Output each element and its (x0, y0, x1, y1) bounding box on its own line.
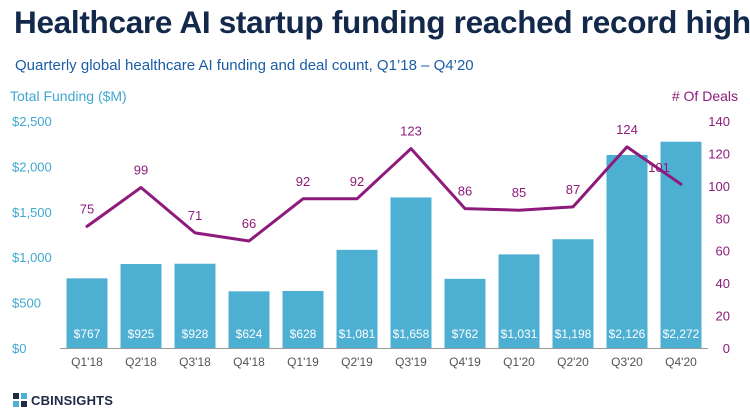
bar-4 (228, 291, 270, 348)
left-axis-tick: $500 (12, 296, 41, 311)
x-axis-tick: Q1'18 (71, 355, 103, 369)
bar-label-12: $2,272 (663, 327, 700, 341)
bar-label-10: $1,198 (555, 327, 592, 341)
bar-label-2: $925 (128, 327, 155, 341)
bar-10 (552, 239, 594, 348)
chart-subtitle: Quarterly global healthcare AI funding a… (15, 57, 474, 74)
x-axis-tick: Q3'19 (395, 355, 427, 369)
right-axis-title: # Of Deals (672, 88, 738, 104)
bar-label-11: $2,126 (609, 327, 646, 341)
left-axis-tick: $2,000 (12, 159, 52, 174)
right-axis-tick: 40 (716, 276, 730, 291)
deals-label-1: 75 (80, 201, 94, 216)
x-axis-tick: Q2'18 (125, 355, 157, 369)
right-axis-tick: 60 (716, 244, 730, 259)
deals-label-4: 66 (242, 216, 256, 231)
x-axis-tick: Q1'19 (287, 355, 319, 369)
bar-1 (66, 278, 108, 348)
deals-label-11: 124 (616, 122, 638, 137)
bar-3 (174, 263, 216, 348)
left-axis-title: Total Funding ($M) (10, 88, 127, 104)
deals-label-3: 71 (188, 208, 202, 223)
deals-label-6: 92 (350, 174, 364, 189)
bar-6 (336, 249, 378, 348)
right-axis-tick: 0 (723, 341, 730, 356)
left-axis-tick: $0 (12, 341, 26, 356)
deals-label-5: 92 (296, 174, 310, 189)
bar-label-4: $624 (236, 327, 263, 341)
bar-label-7: $1,658 (393, 327, 430, 341)
deals-label-12: 101 (648, 160, 670, 175)
bar-2 (120, 264, 162, 348)
bar-label-1: $767 (74, 327, 101, 341)
x-axis-tick: Q3'18 (179, 355, 211, 369)
x-axis-tick: Q1'20 (503, 355, 535, 369)
deals-line (85, 145, 683, 243)
left-axis-tick: $1,000 (12, 250, 52, 265)
deals-label-9: 85 (512, 185, 526, 200)
bar-label-3: $928 (182, 327, 209, 341)
chart-title: Healthcare AI startup funding reached re… (14, 4, 750, 40)
right-axis-tick: 140 (708, 114, 730, 129)
bar-9 (498, 254, 540, 348)
deals-label-2: 99 (134, 162, 148, 177)
bar-11 (606, 154, 648, 348)
bar-8 (444, 278, 486, 348)
bar-label-5: $628 (290, 327, 317, 341)
bar-label-9: $1,031 (501, 327, 538, 341)
right-axis-tick: 120 (708, 146, 730, 161)
x-axis-tick: Q3'20 (611, 355, 643, 369)
cb-insights-logo: CBINSIGHTS (13, 390, 113, 410)
x-axis-tick: Q4'19 (449, 355, 481, 369)
deals-label-8: 86 (458, 184, 472, 199)
deals-label-10: 87 (566, 182, 580, 197)
bar-label-6: $1,081 (339, 327, 376, 341)
funding-chart: Total Funding ($M) # Of Deals $0 $500 $1,000… (10, 88, 738, 369)
bar-7 (390, 197, 432, 348)
cb-insights-logo-icon (13, 393, 27, 407)
left-axis-tick: $1,500 (12, 205, 52, 220)
right-axis-tick: 80 (716, 211, 730, 226)
x-axis-tick: Q2'20 (557, 355, 589, 369)
cb-insights-logo-text: CBINSIGHTS (31, 392, 114, 408)
bar-label-8: $762 (452, 327, 479, 341)
bar-5 (282, 290, 324, 348)
x-axis-tick: Q2'19 (341, 355, 373, 369)
deals-label-7: 123 (400, 124, 422, 139)
x-axis-tick: Q4'18 (233, 355, 265, 369)
right-axis-tick: 100 (708, 179, 730, 194)
x-axis-tick: Q4'20 (665, 355, 697, 369)
left-axis-tick: $2,500 (12, 114, 52, 129)
right-axis-tick: 20 (716, 309, 730, 324)
